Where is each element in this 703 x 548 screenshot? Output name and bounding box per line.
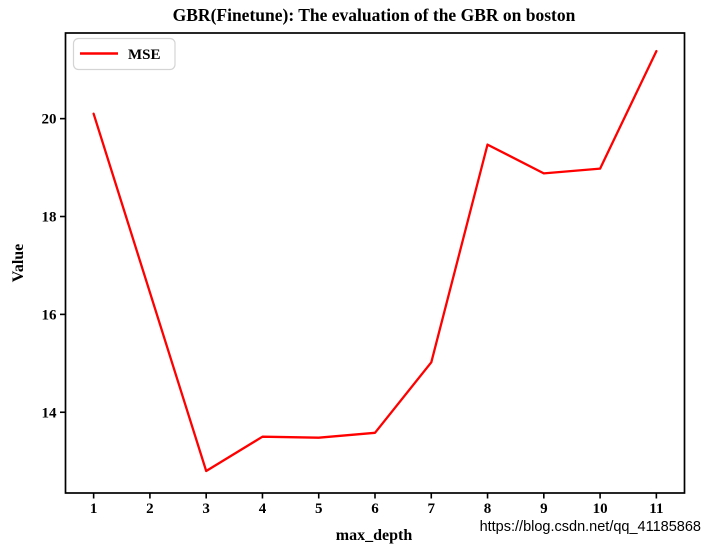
x-tick-label: 5 bbox=[315, 501, 323, 517]
y-tick-label: 20 bbox=[42, 112, 57, 128]
x-axis-label: max_depth bbox=[336, 527, 413, 544]
x-tick-label: 11 bbox=[649, 501, 663, 517]
y-axis-label: Value bbox=[10, 244, 27, 283]
x-tick-label: 9 bbox=[540, 501, 548, 517]
watermark-text: https://blog.csdn.net/qq_41185868 bbox=[480, 519, 701, 535]
mse-line-series bbox=[92, 49, 658, 473]
x-tick-label: 6 bbox=[371, 501, 379, 517]
legend: MSE bbox=[72, 37, 176, 71]
x-tick-label: 10 bbox=[593, 501, 608, 517]
x-tick-label: 1 bbox=[90, 501, 98, 517]
chart-title: GBR(Finetune): The evaluation of the GBR… bbox=[173, 5, 576, 25]
legend-label: MSE bbox=[128, 47, 161, 63]
y-tick-label: 18 bbox=[42, 210, 57, 226]
x-axis-ticks: 1 2 3 4 5 6 7 8 9 10 11 bbox=[90, 493, 663, 517]
x-tick-label: 7 bbox=[428, 501, 436, 517]
x-tick-label: 8 bbox=[484, 501, 492, 517]
x-tick-label: 4 bbox=[259, 501, 267, 517]
plot-frame bbox=[64, 32, 686, 494]
x-tick-label: 2 bbox=[146, 501, 154, 517]
y-tick-label: 16 bbox=[42, 307, 58, 323]
y-tick-label: 14 bbox=[42, 405, 58, 421]
legend-box bbox=[72, 37, 176, 71]
y-axis-ticks: 14 16 18 20 bbox=[42, 112, 66, 421]
x-tick-label: 3 bbox=[202, 501, 210, 517]
